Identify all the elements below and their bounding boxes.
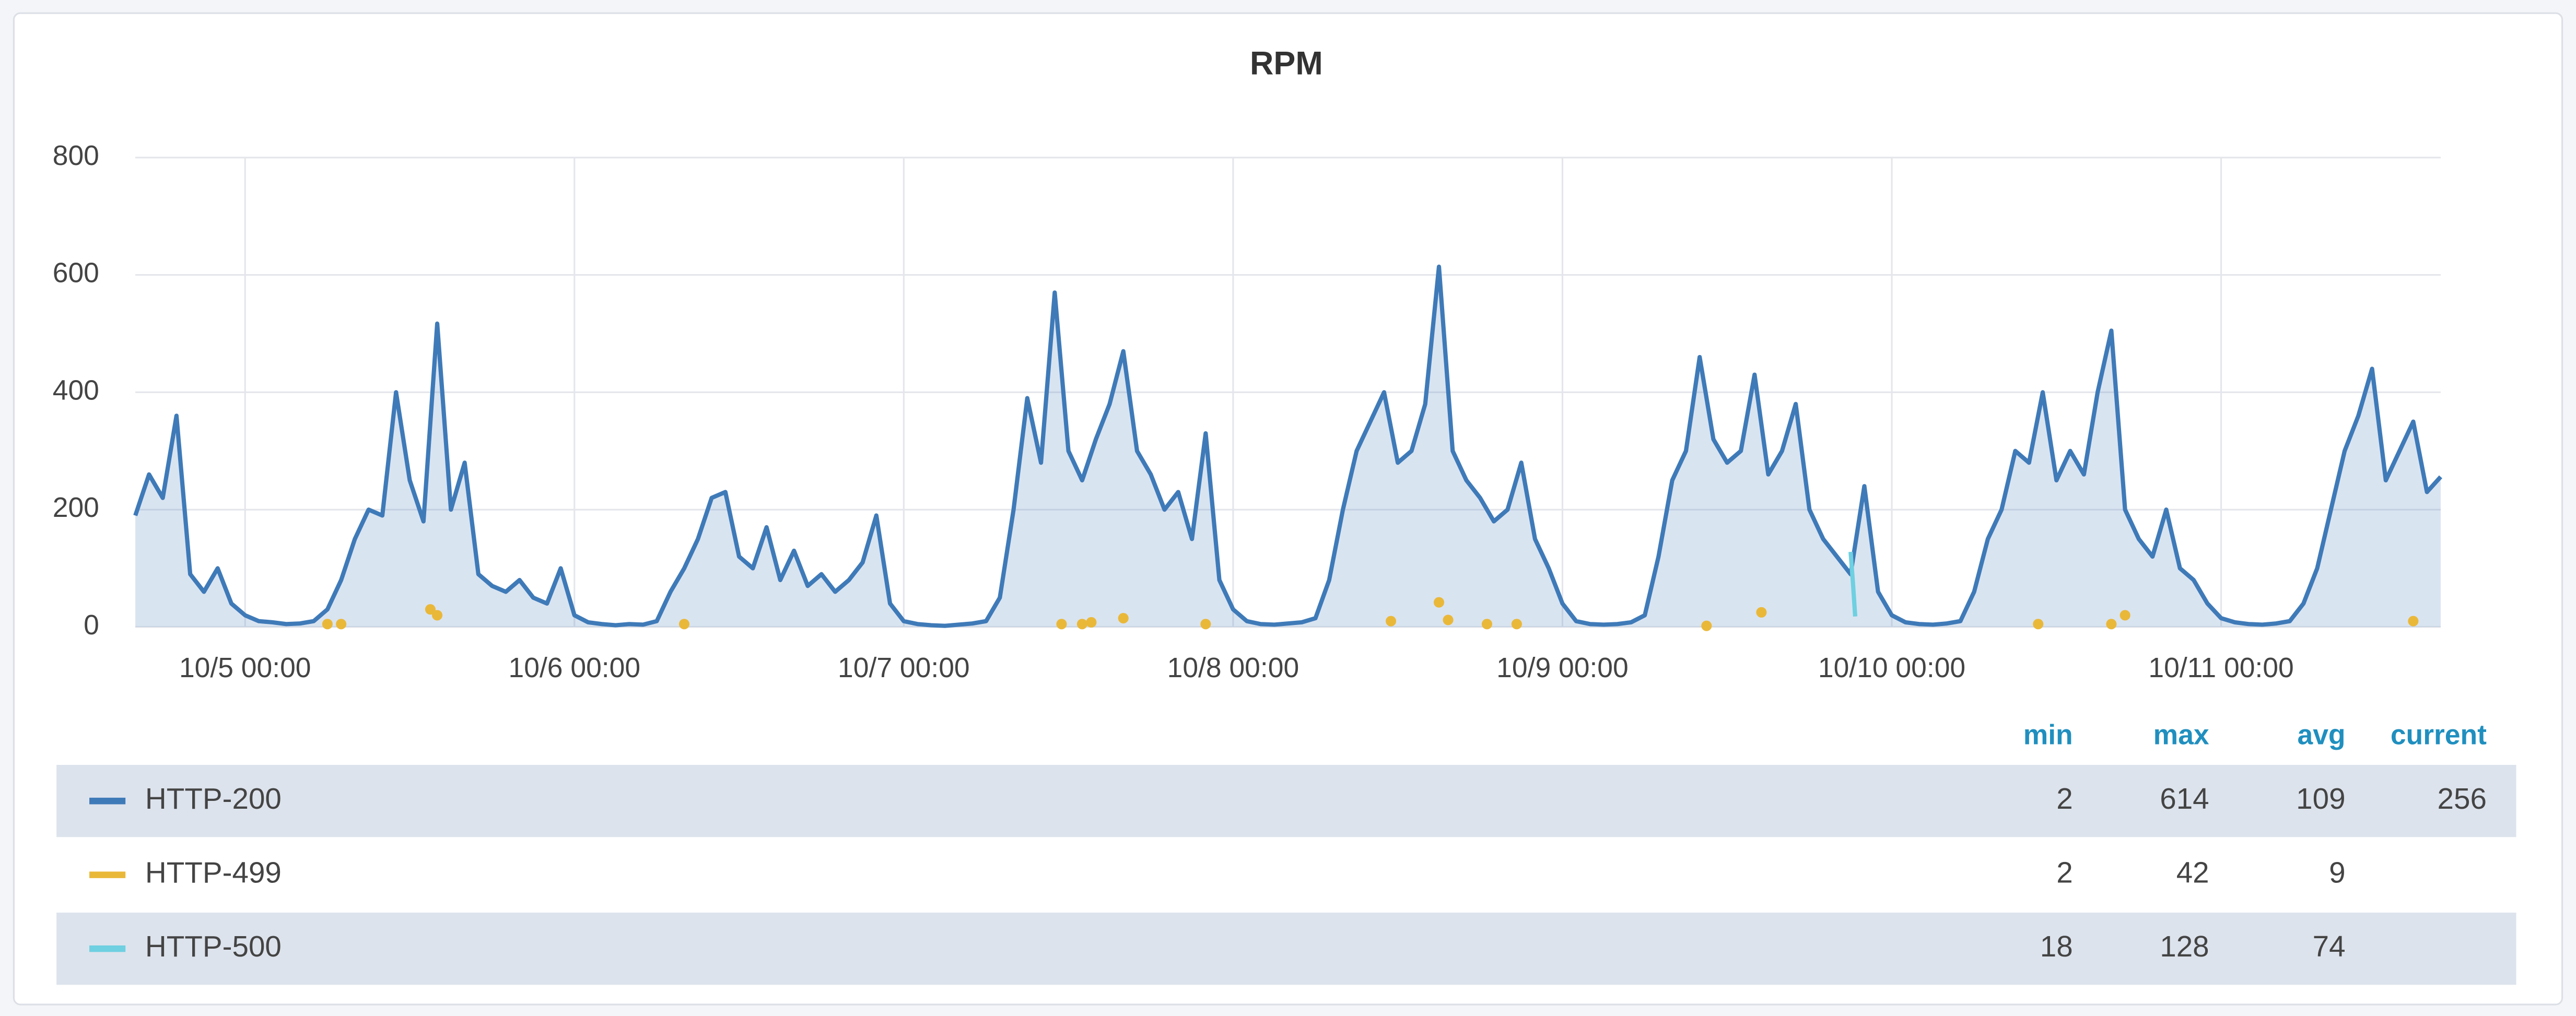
legend-value: 109 [2296, 782, 2345, 815]
legend-value: 9 [2329, 856, 2345, 889]
data-point [2106, 619, 2117, 630]
data-point [1385, 616, 1397, 627]
x-tick-label: 10/9 00:00 [1496, 653, 1629, 683]
legend-column-header: max [2153, 720, 2209, 751]
legend-label: HTTP-500 [145, 930, 282, 963]
legend-value: 2 [2056, 856, 2072, 889]
data-point [1443, 615, 1454, 625]
legend-column-header: current [2391, 720, 2487, 751]
legend-column-header: min [2023, 720, 2073, 751]
data-point [322, 619, 333, 630]
data-point [1701, 620, 1712, 631]
data-point [1086, 617, 1097, 628]
data-point [678, 619, 690, 630]
data-point [2408, 616, 2419, 627]
data-point [1756, 607, 1767, 618]
x-tick-label: 10/6 00:00 [509, 653, 641, 683]
x-tick-label: 10/5 00:00 [179, 653, 311, 683]
data-point [1200, 619, 1211, 630]
y-tick-label: 200 [53, 492, 99, 523]
legend-row-band [56, 765, 2516, 837]
legend-value: 42 [2176, 856, 2209, 889]
y-tick-label: 400 [53, 375, 99, 406]
series-area [135, 266, 2441, 627]
x-tick-label: 10/10 00:00 [1818, 653, 1965, 683]
legend-value: 74 [2313, 930, 2346, 963]
legend-value: 256 [2438, 782, 2487, 815]
x-tick-label: 10/11 00:00 [2148, 653, 2293, 683]
data-point [336, 619, 347, 630]
data-point [1118, 613, 1129, 624]
legend-value: 2 [2056, 782, 2072, 815]
legend-value: 128 [2160, 930, 2209, 963]
legend-label: HTTP-499 [145, 856, 282, 889]
data-point [1056, 619, 1067, 630]
data-point [432, 610, 443, 621]
y-tick-label: 600 [53, 258, 99, 289]
data-point [1076, 619, 1087, 630]
x-tick-label: 10/7 00:00 [838, 653, 970, 683]
data-point [1433, 597, 1445, 608]
data-point [2033, 619, 2044, 630]
data-point [425, 604, 436, 615]
data-point [1511, 619, 1522, 630]
legend-column-header: avg [2298, 720, 2346, 751]
y-tick-label: 0 [84, 610, 99, 641]
data-point [2120, 610, 2130, 621]
data-point [1481, 619, 1493, 630]
y-tick-label: 800 [53, 140, 99, 171]
legend-value: 614 [2160, 782, 2209, 815]
chart-title: RPM [1250, 45, 1323, 81]
series-line [1848, 551, 1858, 617]
x-tick-label: 10/8 00:00 [1167, 653, 1299, 683]
series-line [133, 264, 2442, 628]
legend-value: 18 [2040, 930, 2073, 963]
legend-label: HTTP-200 [145, 782, 282, 815]
legend-row-band [56, 912, 2516, 985]
